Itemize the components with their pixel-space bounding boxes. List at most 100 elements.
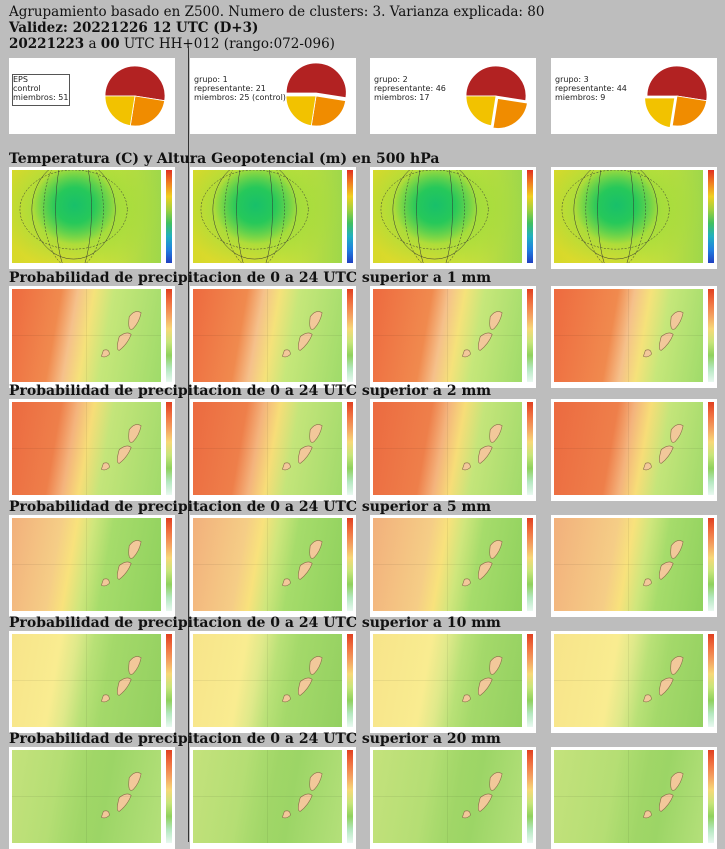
island-shape bbox=[643, 578, 652, 587]
cluster-pie-chart bbox=[104, 65, 166, 127]
island-shape bbox=[658, 677, 674, 696]
pie-slice-red bbox=[646, 65, 708, 102]
cluster-panel-1: EPS control miembros: 51 bbox=[9, 58, 175, 134]
map-gridlines bbox=[554, 518, 703, 611]
map-gridlines bbox=[193, 289, 342, 382]
header-run-a: a bbox=[84, 36, 101, 52]
island-shape bbox=[116, 332, 132, 351]
section-title: Probabilidad de precipitacion de 0 a 24 … bbox=[9, 383, 492, 399]
cluster-panel-2: grupo: 1 representante: 21 miembros: 25 (c… bbox=[190, 58, 356, 134]
precip-map-4 bbox=[551, 399, 717, 501]
cluster-panel-4: grupo: 3 representante: 44 miembros: 9 bbox=[551, 58, 717, 134]
island-shape bbox=[670, 424, 684, 443]
map-gridlines bbox=[12, 402, 161, 495]
island-shape bbox=[101, 810, 110, 819]
precip-map-3 bbox=[370, 747, 536, 849]
colorbar-ticks bbox=[353, 518, 356, 611]
precip-map-3 bbox=[370, 286, 536, 388]
section-title: Probabilidad de precipitacion de 0 a 24 … bbox=[9, 270, 492, 286]
colorbar bbox=[708, 170, 714, 263]
cluster-panel-3: grupo: 2 representante: 46 miembros: 17 bbox=[370, 58, 536, 134]
colorbar-ticks bbox=[172, 402, 175, 495]
colorbar bbox=[347, 170, 353, 263]
island-shape bbox=[309, 540, 323, 559]
colorbar-ticks bbox=[172, 170, 175, 263]
island-shape bbox=[462, 810, 471, 819]
island-shape bbox=[116, 445, 132, 464]
header-run-info: 20221223 a 00 UTC HH+012 (rango:072-096) bbox=[9, 36, 335, 52]
colorbar-ticks bbox=[533, 170, 536, 263]
map-gridlines bbox=[12, 518, 161, 611]
cluster-info-l1: EPS bbox=[13, 75, 28, 84]
geopotential-contour bbox=[573, 170, 658, 260]
precip-map-1 bbox=[9, 631, 175, 733]
map-gridlines bbox=[193, 518, 342, 611]
map-gridlines bbox=[193, 402, 342, 495]
pie-slice-red bbox=[465, 65, 527, 102]
map-gridlines bbox=[554, 634, 703, 727]
cluster-info: grupo: 1 representante: 21 miembros: 25 (c… bbox=[194, 75, 286, 102]
colorbar-ticks bbox=[714, 750, 717, 843]
island-shape bbox=[477, 561, 493, 580]
island-shape bbox=[282, 462, 291, 471]
island-shape bbox=[309, 656, 323, 675]
island-shape bbox=[282, 349, 291, 358]
cluster-pie-chart bbox=[285, 62, 347, 127]
island-shape bbox=[658, 561, 674, 580]
colorbar-ticks bbox=[353, 402, 356, 495]
island-shape bbox=[489, 424, 503, 443]
map-gridlines bbox=[554, 750, 703, 843]
island-shape bbox=[670, 311, 684, 330]
colorbar-ticks bbox=[353, 170, 356, 263]
precip-map-2 bbox=[190, 399, 356, 501]
map-gridlines bbox=[554, 402, 703, 495]
island-shape bbox=[477, 677, 493, 696]
precip-map-4 bbox=[551, 747, 717, 849]
colorbar bbox=[527, 402, 533, 495]
colorbar bbox=[708, 750, 714, 843]
precip-map-4 bbox=[551, 631, 717, 733]
precip-map-3 bbox=[370, 399, 536, 501]
legend-box bbox=[12, 74, 70, 106]
header-run-date: 20221223 bbox=[9, 36, 85, 52]
precip-map-3 bbox=[370, 631, 536, 733]
island-shape bbox=[116, 793, 132, 812]
precip-map-2 bbox=[190, 286, 356, 388]
island-shape bbox=[658, 445, 674, 464]
colorbar-ticks bbox=[353, 750, 356, 843]
colorbar-ticks bbox=[533, 402, 536, 495]
geopotential-contour bbox=[55, 170, 92, 263]
header-run-rest: UTC HH+012 (rango:072-096) bbox=[119, 36, 335, 52]
geopotential-contour bbox=[416, 170, 453, 263]
island-shape bbox=[643, 462, 652, 471]
island-shape bbox=[297, 561, 313, 580]
island-shape bbox=[477, 332, 493, 351]
temperature-map-1 bbox=[9, 167, 175, 269]
colorbar-ticks bbox=[714, 634, 717, 727]
colorbar bbox=[527, 289, 533, 382]
island-shape bbox=[489, 540, 503, 559]
precip-map-3 bbox=[370, 515, 536, 617]
colorbar bbox=[708, 402, 714, 495]
geopotential-contour bbox=[392, 170, 477, 260]
header-validity: Validez: 20221226 12 UTC (D+3) bbox=[9, 20, 259, 36]
precip-map-2 bbox=[190, 631, 356, 733]
section-title: Probabilidad de precipitacion de 0 a 24 … bbox=[9, 731, 501, 747]
colorbar-ticks bbox=[533, 289, 536, 382]
colorbar-ticks bbox=[172, 634, 175, 727]
colorbar-ticks bbox=[533, 750, 536, 843]
island-shape bbox=[128, 311, 142, 330]
colorbar bbox=[527, 634, 533, 727]
colorbar bbox=[527, 170, 533, 263]
map-gridlines bbox=[373, 289, 522, 382]
map-gridlines bbox=[12, 634, 161, 727]
colorbar-ticks bbox=[353, 289, 356, 382]
island-shape bbox=[643, 810, 652, 819]
island-shape bbox=[309, 424, 323, 443]
map-gridlines bbox=[554, 289, 703, 382]
colorbar bbox=[527, 750, 533, 843]
colorbar bbox=[708, 518, 714, 611]
colorbar-ticks bbox=[533, 518, 536, 611]
colorbar-ticks bbox=[172, 289, 175, 382]
island-shape bbox=[128, 772, 142, 791]
